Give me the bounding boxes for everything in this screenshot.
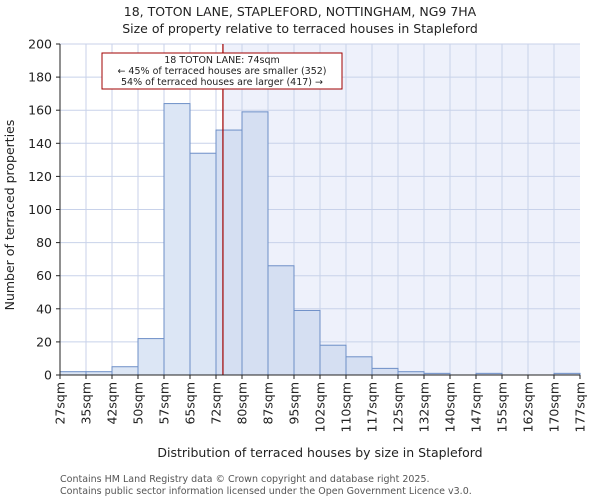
chart-subtitle: Size of property relative to terraced ho… [122, 21, 478, 36]
chart-title: 18, TOTON LANE, STAPLEFORD, NOTTINGHAM, … [124, 4, 477, 19]
x-tick-label: 35sqm [79, 382, 94, 425]
y-tick-label: 20 [36, 334, 52, 349]
x-tick-label: 72sqm [209, 382, 224, 425]
x-tick-label: 95sqm [287, 382, 302, 425]
bar [267, 265, 295, 376]
x-tick-label: 42sqm [105, 382, 120, 425]
x-tick-label: 102sqm [313, 382, 328, 432]
y-tick-label: 200 [28, 37, 52, 52]
annotation-box [101, 52, 343, 90]
annotation-smaller: ← 45% of terraced houses are smaller (35… [117, 66, 326, 77]
x-tick-labels: 27sqm 35sqm 42sqm 50sqm 57sqm 65sqm 72sqm 80sqm… [53, 375, 588, 432]
footer-line-2: Contains public sector information licen… [60, 486, 472, 497]
y-tick-label: 120 [28, 169, 52, 184]
x-tick-label: 170sqm [547, 382, 562, 432]
x-tick-label: 117sqm [365, 382, 380, 432]
bars [59, 103, 581, 376]
x-tick-label: 140sqm [443, 382, 458, 432]
y-tick-label: 100 [28, 202, 52, 217]
x-tick-label: 87sqm [261, 382, 276, 425]
bar [241, 111, 269, 376]
y-tick-label: 180 [28, 70, 52, 85]
bar [319, 344, 347, 376]
x-tick-label: 57sqm [157, 382, 172, 425]
x-tick-label: 155sqm [495, 382, 510, 432]
bar [293, 309, 321, 376]
annotation-title: 18 TOTON LANE: 74sqm [164, 55, 279, 66]
x-tick-label: 50sqm [131, 382, 146, 425]
bar [371, 367, 399, 376]
y-tick-label: 60 [36, 268, 52, 283]
x-tick-label: 110sqm [339, 382, 354, 432]
y-tick-label: 140 [28, 136, 52, 151]
bar [189, 152, 217, 376]
x-tick-label: 162sqm [521, 382, 536, 432]
bar [111, 366, 139, 376]
x-tick-label: 80sqm [235, 382, 250, 425]
y-tick-label: 40 [36, 301, 52, 316]
x-tick-label: 125sqm [391, 382, 406, 432]
footer-line-1: Contains HM Land Registry data © Crown c… [60, 474, 430, 485]
y-tick-label: 0 [44, 368, 52, 383]
x-tick-label: 65sqm [183, 382, 198, 425]
x-tick-label: 147sqm [469, 382, 484, 432]
x-tick-label: 27sqm [53, 382, 68, 425]
x-tick-label: 132sqm [417, 382, 432, 432]
y-axis-label: Number of terraced properties [2, 120, 17, 311]
y-tick-labels: 0 20 40 60 80 100 120 140 160 180 200 [28, 37, 60, 383]
bar [137, 338, 165, 376]
bar [215, 129, 243, 376]
bar [345, 356, 373, 376]
x-axis-label: Distribution of terraced houses by size … [157, 445, 482, 460]
annotation-larger: 54% of terraced houses are larger (417) … [121, 77, 323, 88]
y-tick-label: 80 [36, 235, 52, 250]
bar [163, 103, 191, 376]
x-tick-label: 177sqm [573, 382, 588, 432]
y-tick-label: 160 [28, 103, 52, 118]
